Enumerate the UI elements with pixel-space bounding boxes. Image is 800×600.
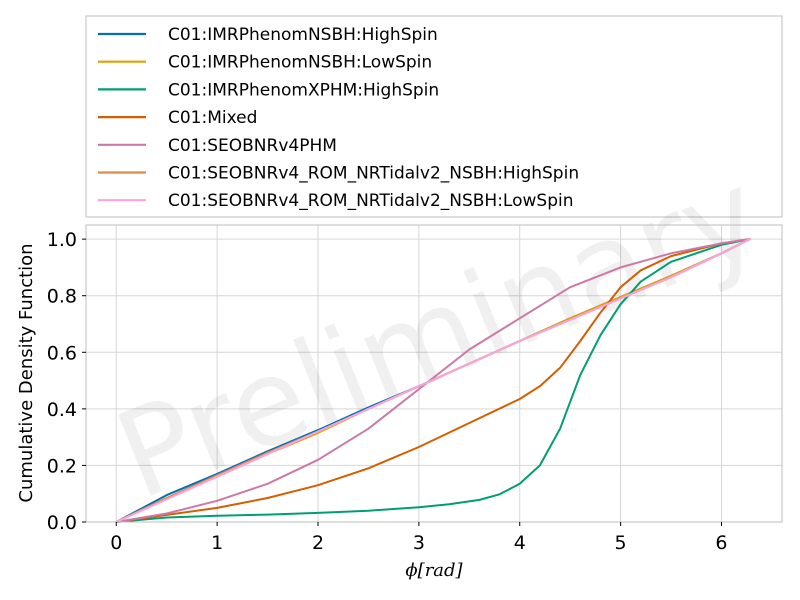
y-tick-label-0: 0.0 xyxy=(47,512,77,534)
legend-label-0: C01:IMRPhenomNSBH:HighSpin xyxy=(168,25,438,45)
x-tick-label-4: 4 xyxy=(514,532,526,554)
grid-vertical xyxy=(115,225,722,522)
legend-label-2: C01:IMRPhenomXPHM:HighSpin xyxy=(168,80,439,100)
x-tick-label-2: 2 xyxy=(312,532,324,554)
plot-frame xyxy=(85,224,783,523)
series-line-6 xyxy=(115,238,751,523)
y-tick-label-2: 0.4 xyxy=(47,399,77,421)
x-tick-label-6: 6 xyxy=(715,532,727,554)
series-lines xyxy=(115,238,751,523)
series-line-4 xyxy=(115,238,751,523)
legend: C01:IMRPhenomNSBH:HighSpin C01:IMRPhenomN… xyxy=(85,15,783,218)
legend-label-3: C01:Mixed xyxy=(168,108,257,128)
legend-label-6: C01:SEOBNRv4_ROM_NRTidalv2_NSBH:LowSpin xyxy=(168,191,574,211)
legend-label-4: C01:SEOBNRv4PHM xyxy=(168,136,337,156)
x-axis-label: ϕ[rad] xyxy=(405,560,463,581)
x-tick-label-3: 3 xyxy=(413,532,425,554)
x-axis-ticks: 0 1 2 3 4 5 6 xyxy=(110,522,728,554)
legend-entries: C01:IMRPhenomNSBH:HighSpin C01:IMRPhenomN… xyxy=(98,25,579,211)
y-tick-label-5: 1.0 xyxy=(47,229,77,251)
y-tick-label-4: 0.8 xyxy=(47,286,77,308)
x-tick-label-5: 5 xyxy=(615,532,627,554)
legend-frame xyxy=(85,15,783,218)
x-tick-label-0: 0 xyxy=(110,532,122,554)
plot-background xyxy=(86,225,782,522)
legend-label-5: C01:SEOBNRv4_ROM_NRTidalv2_NSBH:HighSpin xyxy=(168,164,579,184)
y-axis-label: Cumulative Density Function xyxy=(16,243,37,502)
series-line-3 xyxy=(115,238,751,523)
legend-label-1: C01:IMRPhenomNSBH:LowSpin xyxy=(168,53,432,73)
y-axis-ticks: 0.0 0.2 0.4 0.6 0.8 1.0 xyxy=(47,229,86,534)
y-tick-label-1: 0.2 xyxy=(47,455,77,477)
x-tick-label-1: 1 xyxy=(211,532,223,554)
series-line-2 xyxy=(115,238,751,523)
y-tick-label-3: 0.6 xyxy=(47,342,77,364)
